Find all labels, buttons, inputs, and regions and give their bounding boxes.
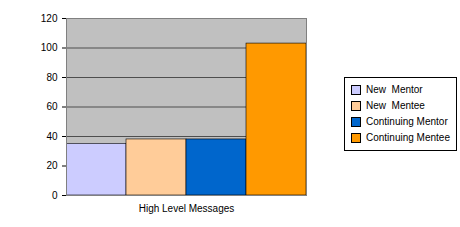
- svg-text:60: 60: [46, 101, 58, 112]
- html-text:New Mentor: New Mentor: [366, 83, 423, 95]
- svg-text:High Level Messages: High Level Messages: [139, 203, 235, 214]
- svg-text:100: 100: [41, 42, 58, 53]
- svg-text:80: 80: [46, 72, 58, 83]
- html-text:Continuing Mentee: Continuing Mentee: [366, 131, 450, 143]
- svg-text:120: 120: [41, 13, 58, 24]
- html-text:New Mentee: New Mentee: [366, 99, 425, 111]
- svg-text:0: 0: [52, 190, 58, 201]
- html-text:Continuing Mentor: Continuing Mentor: [366, 115, 448, 127]
- svg-text:40: 40: [46, 131, 58, 142]
- svg-text:20: 20: [46, 160, 58, 171]
